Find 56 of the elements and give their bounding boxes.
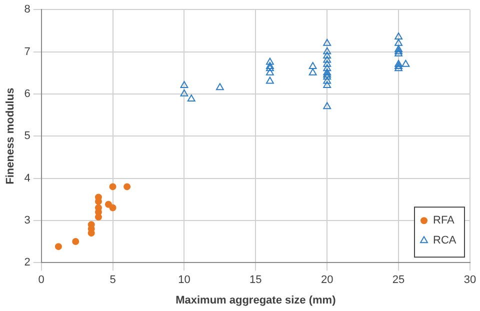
point xyxy=(109,183,116,190)
point xyxy=(109,204,116,212)
legend-label: RCA xyxy=(433,234,457,247)
point xyxy=(266,58,274,65)
point xyxy=(394,64,403,72)
x-axis-title: Maximum aggregate size (mm) xyxy=(176,294,336,306)
y-tick-label: 4 xyxy=(24,172,30,184)
x-tick-label: 10 xyxy=(178,274,190,286)
x-tick-label: 15 xyxy=(250,274,262,286)
point xyxy=(266,64,274,72)
point xyxy=(394,49,403,56)
point xyxy=(54,243,62,250)
y-axis-title: Fineness modulus xyxy=(4,88,17,184)
point xyxy=(394,60,403,67)
point xyxy=(216,83,224,90)
point xyxy=(323,60,332,67)
y-tick-label: 3 xyxy=(24,214,30,226)
point xyxy=(323,76,332,84)
point xyxy=(323,56,332,63)
point xyxy=(266,68,274,76)
y-tick-label: 7 xyxy=(24,46,30,58)
point xyxy=(323,51,332,58)
x-tick-label: 0 xyxy=(38,274,44,286)
point xyxy=(187,94,196,102)
point xyxy=(402,60,410,67)
point xyxy=(394,47,403,54)
point xyxy=(323,102,332,110)
point xyxy=(323,68,332,76)
x-tick-label: 30 xyxy=(464,274,476,286)
legend-label: RFA xyxy=(433,214,456,227)
point xyxy=(124,183,131,190)
point xyxy=(323,70,332,78)
point xyxy=(308,68,317,76)
y-tick-label: 2 xyxy=(24,256,30,269)
point xyxy=(394,62,403,70)
point xyxy=(323,47,332,54)
point xyxy=(323,64,332,72)
x-tick-label: 5 xyxy=(110,274,116,286)
point xyxy=(104,200,112,208)
y-tick-label: 6 xyxy=(24,88,30,100)
point xyxy=(323,72,332,80)
y-tick-label: 5 xyxy=(24,130,30,142)
point xyxy=(323,38,332,46)
point xyxy=(180,89,188,96)
point xyxy=(72,238,80,246)
point xyxy=(394,45,403,52)
point xyxy=(394,32,403,40)
point xyxy=(394,38,403,46)
point xyxy=(266,76,274,84)
point xyxy=(308,62,317,70)
x-tick-label: 20 xyxy=(320,274,334,286)
x-tick-label: 25 xyxy=(392,274,405,286)
y-tick-label: 8 xyxy=(24,4,30,16)
point xyxy=(180,81,188,88)
point xyxy=(266,62,274,70)
point xyxy=(323,81,332,88)
